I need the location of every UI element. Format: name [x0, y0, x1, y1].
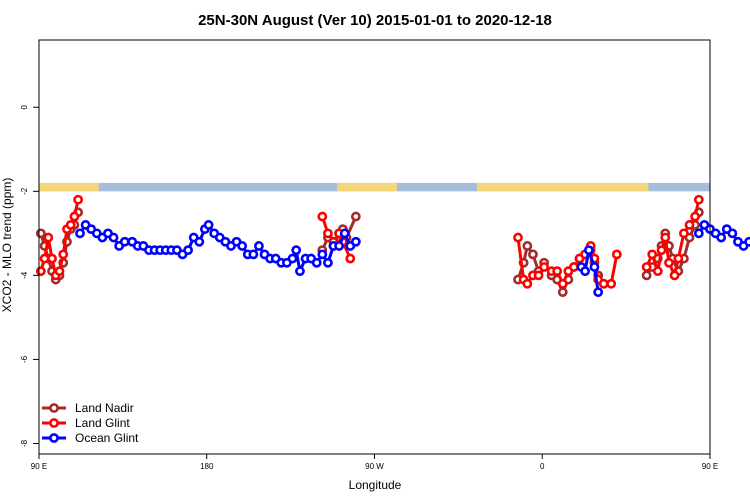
land-glint-point: [557, 278, 568, 289]
land-glint-point: [690, 211, 700, 222]
ocean-glint-point: [580, 266, 591, 277]
x-tick-label: 90 E: [702, 462, 718, 471]
land-glint-point: [552, 266, 563, 277]
land-glint-point: [673, 253, 684, 264]
ocean-glint-point: [311, 257, 322, 268]
land-glint-point: [69, 211, 80, 222]
ocean-glint-point: [693, 228, 704, 239]
land-glint-point: [641, 262, 652, 272]
y-tick-label: -6: [20, 355, 29, 363]
y-tick-label: -8: [20, 439, 29, 447]
land-glint-point: [611, 249, 622, 260]
legend-label-ocean-glint: Ocean Glint: [75, 431, 139, 445]
land-glint-point: [669, 270, 680, 281]
land-glint-point: [606, 278, 617, 289]
ocean-glint-point: [291, 245, 302, 256]
ocean-glint-point: [75, 228, 85, 239]
land-band-segment: [39, 182, 99, 192]
land-glint-point: [317, 211, 328, 222]
ocean-glint-point: [183, 245, 194, 256]
ocean-glint-point: [287, 253, 298, 264]
axes: 0 -2 -4 -6 -8 90 E 180 90 W 0 90 E: [20, 104, 718, 471]
land-glint-point: [647, 249, 658, 260]
land-nadir-point: [350, 211, 361, 222]
x-axis-label: Longitude: [349, 478, 402, 492]
ocean-glint-point: [254, 241, 264, 251]
legend-label-land-glint: Land Glint: [75, 416, 130, 430]
land-glint-point: [569, 262, 579, 272]
legend-label-land-nadir: Land Nadir: [75, 401, 134, 415]
land-glint-point: [345, 253, 356, 264]
land-glint-point: [656, 245, 667, 256]
land-glint-point: [73, 194, 84, 205]
ocean-glint-point: [339, 228, 350, 239]
land-glint-point: [598, 278, 609, 289]
y-tick-label: 0: [20, 104, 29, 109]
land-glint-point: [664, 257, 674, 268]
land-glint-point: [43, 232, 54, 243]
ocean-glint-point: [295, 266, 305, 277]
legend-marker-land-glint: [49, 418, 59, 428]
land-glint-series: [35, 194, 704, 289]
y-tick-label: -2: [20, 187, 29, 195]
ocean-glint-point: [317, 249, 328, 260]
land-band-segment: [337, 182, 397, 192]
legend-marker-land-nadir: [49, 403, 59, 413]
legend-marker-ocean-glint: [49, 433, 59, 443]
ocean-glint-point: [727, 228, 738, 239]
land-band-segment: [477, 182, 649, 192]
land-glint-point: [54, 266, 65, 277]
land-nadir-point: [641, 270, 652, 281]
ocean-glint-point: [583, 245, 594, 256]
plot-area: [35, 182, 750, 298]
ocean-glint-point: [589, 262, 600, 272]
y-tick-label: -4: [20, 271, 29, 279]
x-tick-label: 90 E: [31, 462, 47, 471]
land-glint-point: [679, 228, 689, 239]
ocean-glint-point: [237, 241, 248, 251]
land-glint-point: [684, 220, 695, 230]
ocean-glint-point: [593, 287, 604, 298]
ocean-glint-series: [75, 220, 750, 298]
land-nadir-point: [557, 287, 568, 298]
land-nadir-point: [35, 228, 46, 239]
land-glint-point: [660, 232, 671, 243]
land-nadir-point: [528, 249, 538, 260]
x-tick-label: 0: [540, 462, 545, 471]
land-glint-point: [513, 232, 523, 243]
land-glint-point: [539, 262, 550, 272]
land-glint-point: [65, 220, 76, 230]
ocean-glint-point: [350, 236, 361, 247]
land-glint-point: [652, 266, 663, 277]
land-glint-point: [323, 228, 333, 239]
x-tick-label: 180: [200, 462, 214, 471]
land-glint-point: [522, 278, 533, 289]
land-nadir-point: [522, 241, 533, 251]
ocean-glint-point: [323, 257, 333, 268]
ocean-glint-point: [203, 220, 214, 230]
land-glint-point: [533, 270, 544, 281]
ocean-glint-point: [108, 232, 119, 243]
ocean-glint-point: [194, 236, 205, 247]
x-tick-label: 90 W: [365, 462, 384, 471]
ocean-glint-point: [744, 236, 750, 247]
ocean-glint-point: [248, 249, 259, 260]
land-glint-point: [693, 194, 704, 205]
land-glint-point: [47, 253, 57, 264]
ocean-glint-point: [119, 236, 130, 247]
y-axis-label: XCO2 - MLO trend (ppm): [0, 178, 14, 313]
land-glint-point: [39, 253, 50, 264]
ocean-glint-point: [716, 232, 727, 243]
ocean-glint-point: [334, 241, 344, 251]
chart-title: 25N-30N August (Ver 10) 2015-01-01 to 20…: [198, 12, 552, 29]
land-glint-point: [58, 249, 69, 260]
land-glint-point: [35, 266, 46, 277]
